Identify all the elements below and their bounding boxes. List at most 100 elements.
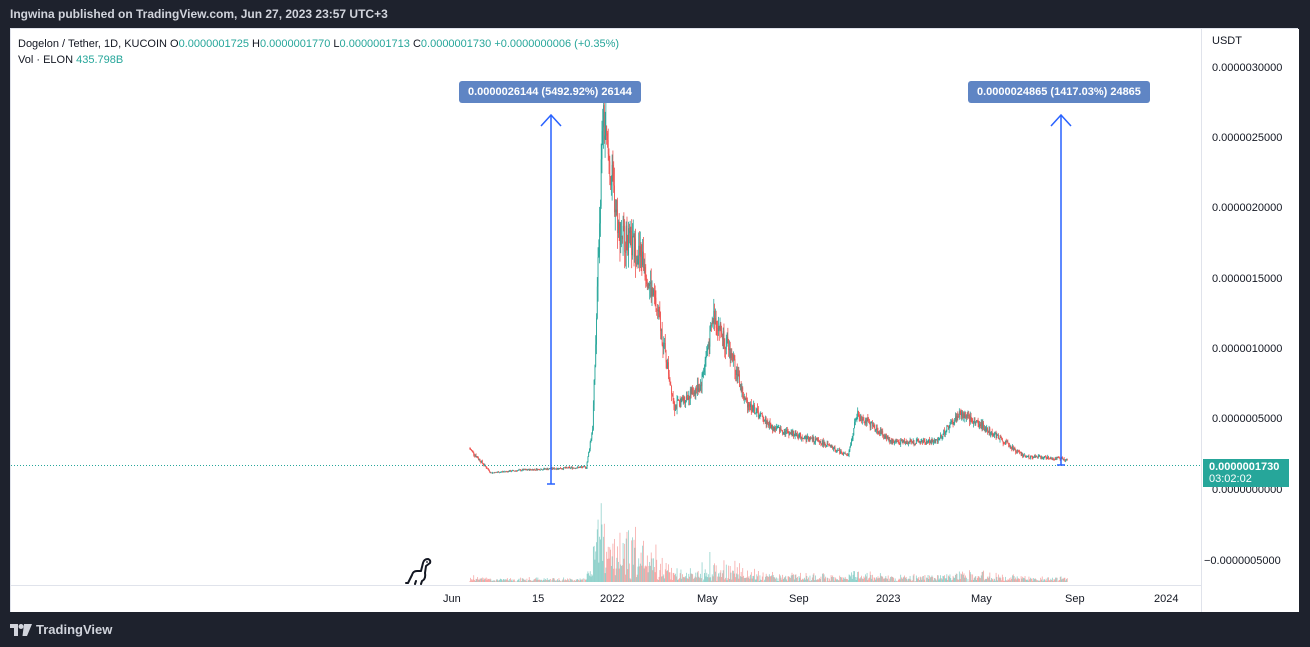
candle-body (986, 427, 988, 430)
candle-body (574, 467, 575, 469)
volume-bar (546, 578, 548, 582)
volume-bar (1017, 578, 1019, 582)
volume-bar (627, 569, 629, 582)
candle-body (648, 283, 650, 286)
volume-bar (671, 567, 672, 582)
candle-body (640, 246, 642, 257)
volume-bar (961, 574, 963, 582)
volume-bar (908, 578, 909, 582)
volume-bar (768, 576, 769, 582)
volume-bar (625, 538, 627, 582)
candle-body (524, 469, 526, 471)
volume-bar (934, 577, 936, 582)
volume-bar (571, 579, 573, 582)
candle-body (598, 252, 600, 258)
volume-bar (478, 579, 480, 582)
volume-bar (573, 581, 575, 582)
candle-body (510, 470, 511, 472)
volume-bar (584, 578, 586, 582)
candle-body (826, 443, 828, 447)
tradingview-logo[interactable]: TradingView (10, 622, 112, 637)
candle-body (668, 374, 670, 380)
candle-body (844, 452, 846, 455)
candle-body (796, 434, 798, 436)
candle-body (786, 430, 787, 432)
candle-body (803, 438, 805, 439)
candle-body (819, 441, 821, 443)
measure-label-2[interactable]: 0.0000024865 (1417.03%) 24865 (968, 81, 1150, 103)
dino-icon[interactable] (404, 557, 434, 585)
volume-bar (1038, 580, 1040, 582)
volume-bar (706, 572, 708, 582)
candle-body (1051, 458, 1053, 460)
tradingview-logo-icon (10, 623, 32, 636)
measure-label-1[interactable]: 0.0000026144 (5492.92%) 26144 (459, 81, 641, 103)
volume-label[interactable]: Vol · ELON (18, 54, 74, 66)
candle-body (855, 419, 857, 420)
volume-bar (675, 576, 677, 582)
volume-bar (736, 567, 738, 582)
candle-body (940, 434, 942, 438)
volume-bar (525, 581, 527, 582)
volume-bar (970, 574, 972, 582)
candle-body (910, 440, 912, 442)
volume-bar (951, 579, 953, 582)
candle-body (686, 395, 688, 398)
volume-bar (579, 578, 581, 582)
candle-body (557, 468, 559, 469)
volume-bar (742, 568, 744, 582)
candle-body (676, 400, 678, 409)
candle-body (542, 469, 544, 471)
volume-bar (750, 574, 751, 582)
volume-bar (879, 577, 880, 582)
candle-body (1016, 449, 1018, 453)
candle-body (858, 410, 859, 417)
time-axis[interactable]: Jun 15 2022 May Sep 2023 May Sep 2024 (11, 585, 1201, 613)
candle-body (1062, 458, 1064, 460)
candle-body (980, 421, 982, 426)
volume-bar (803, 579, 805, 582)
candle-body (997, 434, 999, 436)
candle-body (854, 421, 855, 429)
measure-arrow-1[interactable] (540, 113, 562, 485)
candle-body (966, 415, 968, 417)
candle-body (823, 442, 825, 446)
volume-bar (852, 574, 854, 582)
measure-arrow-2[interactable] (1050, 113, 1072, 466)
volume-bar (1055, 577, 1057, 582)
volume-bar (678, 579, 679, 582)
volume-bar (654, 572, 656, 582)
candle-body (906, 443, 908, 445)
volume-bar (947, 575, 949, 582)
volume-bar (682, 574, 683, 582)
candle-body (890, 440, 892, 443)
candle-body (516, 470, 518, 472)
volume-bar (800, 580, 802, 582)
price-axis[interactable]: USDT 0.0000030000 0.0000025000 0.0000020… (1201, 29, 1299, 613)
chart-pane[interactable]: Dogelon / Tether, 1D, KUCOIN O0.00000017… (11, 29, 1201, 585)
candle-body (794, 431, 796, 436)
candle-body (615, 209, 617, 213)
volume-bar (1035, 579, 1037, 582)
candle-body (798, 434, 800, 438)
volume-bar (861, 578, 863, 582)
volume-bar (972, 574, 974, 582)
candle-body (961, 411, 963, 417)
symbol-title[interactable]: Dogelon / Tether, 1D, KUCOIN (18, 38, 167, 50)
volume-bar (635, 526, 636, 582)
candle-body (739, 384, 741, 387)
candle-body (957, 416, 959, 418)
candle-body (1044, 456, 1045, 458)
candle-body (652, 288, 654, 296)
volume-bar (761, 576, 763, 582)
currency-unit[interactable]: USDT (1212, 35, 1242, 47)
candle-body (800, 436, 802, 439)
candle-body (651, 288, 653, 297)
volume-bar (973, 579, 974, 582)
candle-body (834, 447, 836, 451)
volume-bar (939, 578, 941, 582)
candle-body (967, 415, 969, 416)
candles-svg[interactable] (11, 29, 1201, 585)
candle-body (922, 440, 923, 443)
candle-body (481, 460, 482, 463)
